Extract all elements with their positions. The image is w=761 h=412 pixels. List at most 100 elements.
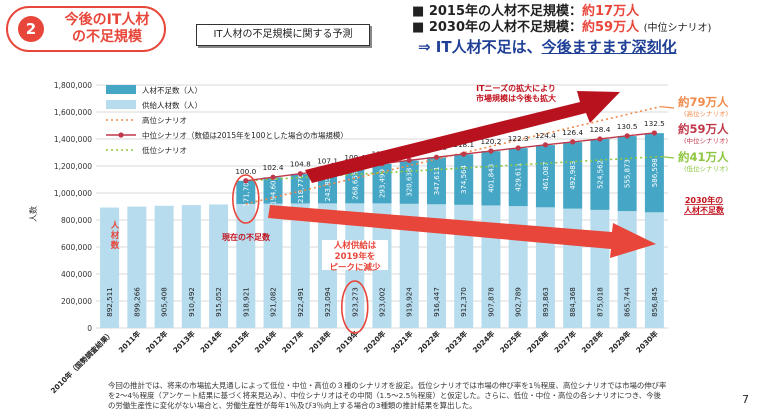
summary-line2-note: (中位シナリオ) [643,23,712,34]
y-tick-label: 800,000 [61,216,92,225]
shortage-value-label: 374,564 [460,165,468,194]
supply-bar [290,203,310,328]
supply-bar [100,207,120,328]
conclusion-emphasis: 今後ますます深刻化 [541,38,677,56]
shortage-value-label: 586,598 [651,158,659,187]
supply-value-label: 905,408 [160,287,169,317]
supply-value-label: 916,447 [432,287,441,317]
shortage-value-label: 293,499 [379,169,387,198]
low-result-value: 約41万人 [678,150,729,164]
supply-value-label: 923,273 [350,287,359,317]
shortage-bar [563,142,583,209]
x-tick-label: 2013年 [171,329,197,355]
mid-index-label: 107.1 [317,156,338,165]
shortage-bar [644,133,664,213]
low-result-leader [660,155,675,159]
y-tick-label: 1,200,000 [54,162,92,171]
x-tick-label: 2020年 [362,329,388,355]
legend-label: 高位シナリオ [142,115,187,125]
shortage-bar [508,148,528,207]
mid-scenario-marker [488,148,494,154]
legend-label: 人材不足数（人） [142,85,202,95]
supply-value-label: 910,492 [187,287,196,317]
y-tick-label: 0 [87,324,92,333]
high-result-note: (高位シナリオ) [684,109,728,118]
shortage-value-label: 401,843 [487,164,495,193]
supply-value-label: 899,266 [132,287,141,317]
supply-peak-circle [340,280,369,334]
shortage-bar [454,154,474,205]
shortage-value-label: 194,608 [270,176,278,205]
supply-value-label: 893,863 [541,287,550,317]
x-tick-label: 2011年 [117,329,143,355]
summary-conclusion: ⇒ IT人材不足は、今後ますます深刻化 [418,37,711,57]
supply-value-label: 902,789 [514,287,523,317]
supply-bar [154,205,174,328]
y-tick-label: 1,400,000 [54,135,92,144]
footnote: 今回の推計では、将来の市場拡大見通しによって低位・中位・高位の３種のシナリオを設… [108,381,667,410]
x-tick-label: 2017年 [280,329,306,355]
x-tick-label: 2012年 [144,329,170,355]
shortage-2015-circle [232,174,260,224]
x-tick-label: 2010年（国勢調査結果） [49,329,115,395]
mid-scenario-marker [515,145,521,151]
shortage-value-label: 347,611 [433,166,441,195]
shortage-value-label: 461,087 [542,162,550,191]
shortage-bar [236,180,256,204]
section-title-line2: の不足規模 [72,29,142,45]
x-tick-label: 2030年 [634,329,660,355]
y-tick-label: 400,000 [61,270,92,279]
supply-bar [426,204,446,328]
shortage-bar [535,145,555,208]
supply-peak-label-bg [322,240,388,270]
mid-index-label: 120.2 [481,137,502,146]
supply-peak-label: ピークに減少 [329,262,381,273]
shortage-value-label: 218,776 [297,174,305,203]
y-tick-label: 1,000,000 [54,189,92,198]
supply-bar [181,205,201,328]
legend-marker [118,132,124,138]
shortage-value-label: 492,983 [569,161,577,190]
section-badge: 2 今後のIT人材 の不足規模 [6,6,166,52]
shortage-value-label: 524,562 [596,160,604,189]
bullet-icon: ■ [412,20,425,35]
supply-value-label: 865,744 [623,287,632,317]
x-tick-label: 2022年 [416,329,442,355]
supply-value-label: 923,002 [378,287,387,317]
supply-annotation: 材 [110,230,120,241]
legend-swatch [106,85,136,94]
chart-title: IT人材の不足規模に関する予測 [196,24,370,46]
x-tick-label: 2016年 [253,329,279,355]
supply-bar [399,203,419,328]
supply-value-label: 921,082 [269,287,278,317]
supply-bar [209,204,229,328]
supply-value-label: 923,094 [323,287,332,317]
section-title-line1: 今後のIT人材 [64,12,150,28]
legend-label: 低位シナリオ [142,145,187,155]
mid-scenario-marker [270,174,276,180]
demand-arrow-label: 市場規模は今後も拡大 [476,93,556,103]
legend-label: 供給人材数（人） [142,100,202,110]
x-tick-label: 2014年 [198,329,224,355]
x-tick-label: 2024年 [471,329,497,355]
shortage-bar [345,167,365,204]
mid-index-label: 102.4 [263,163,284,172]
x-tick-label: 2025年 [498,329,524,355]
supply-value-label: 922,491 [296,287,305,317]
x-tick-label: 2018年 [307,329,333,355]
x-tick-label: 2015年 [226,329,252,355]
supply-bar [236,203,256,328]
x-tick-label: 2027年 [552,329,578,355]
section-number: 2 [18,16,44,42]
mid-scenario-marker [433,154,440,160]
mid-index-label: 128.4 [589,125,610,134]
supply-bar [263,203,283,328]
page-number: 7 [742,393,749,406]
legend-label: 中位シナリオ（数値は2015年を100とした場合の市場規模） [142,130,348,140]
supply-value-label: 875,018 [595,287,604,317]
shortage-bar [617,136,637,212]
shortage-value-label: 320,638 [406,168,414,197]
summary-line-2015: ■ 2015年の人材不足規模：約17万人 [412,4,711,20]
high-scenario-line [245,105,661,205]
